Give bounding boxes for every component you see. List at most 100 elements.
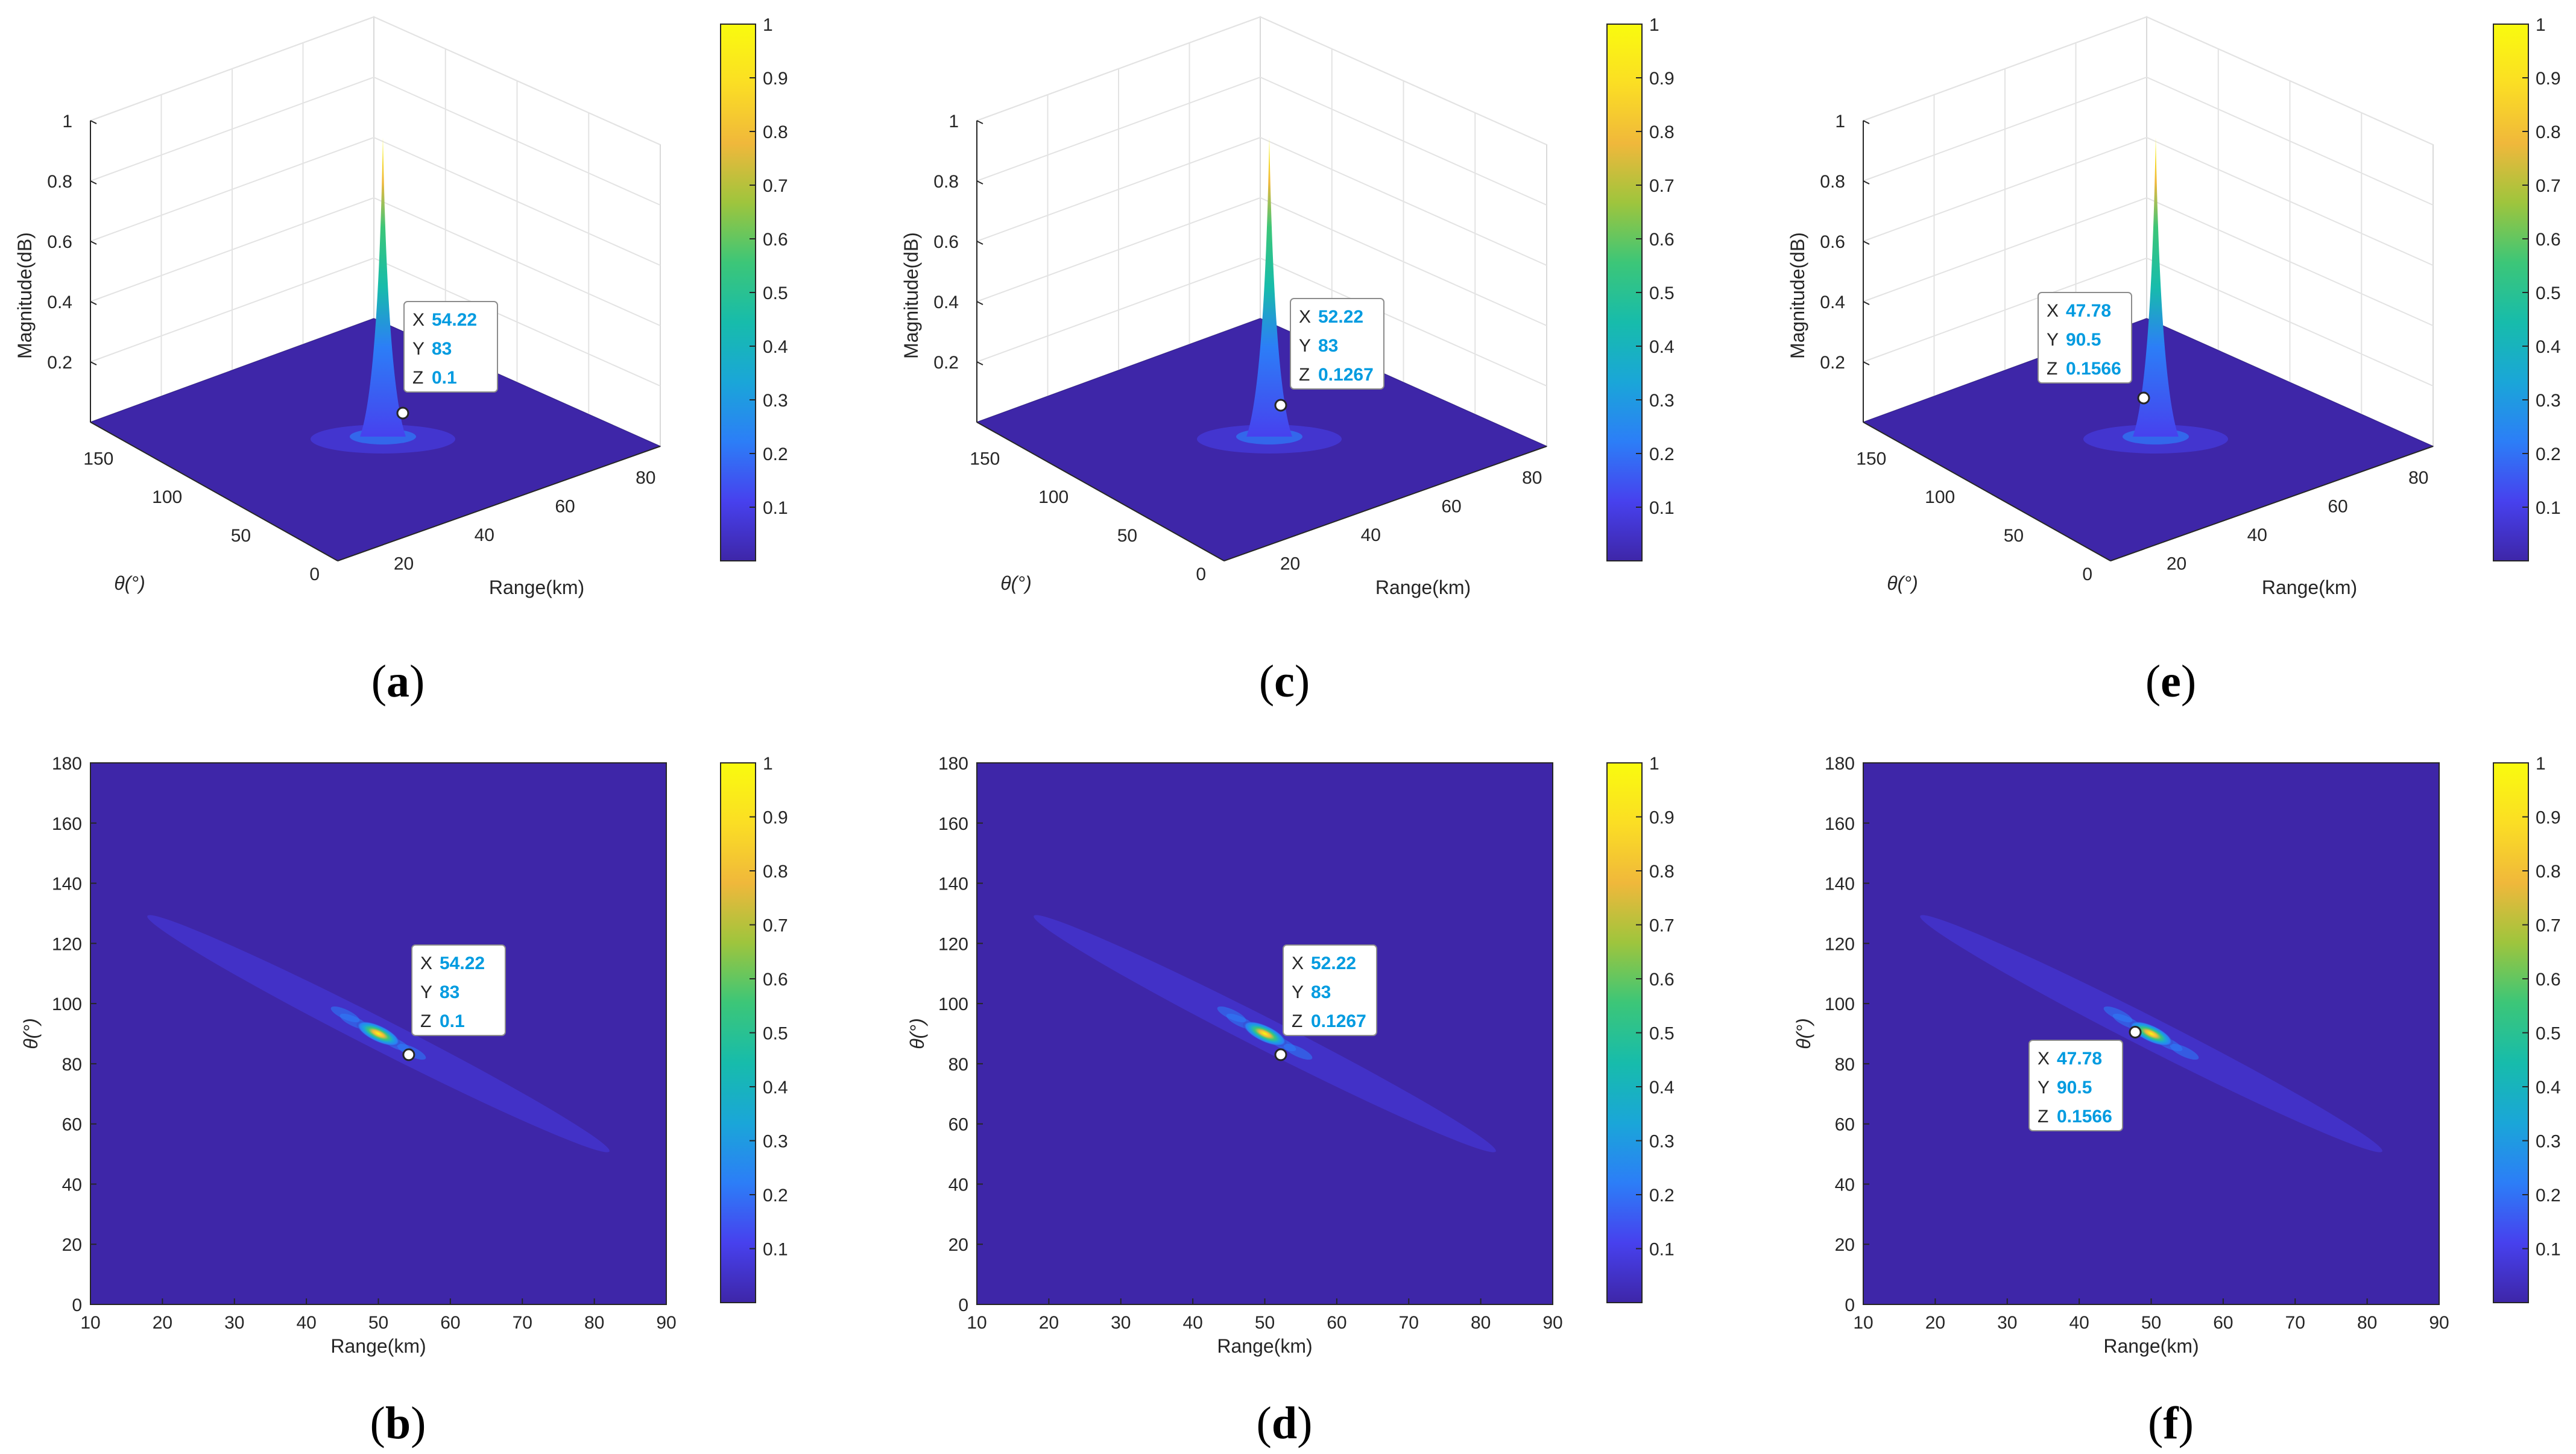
panel-e-z-tick-label: 1 — [1835, 112, 1845, 131]
panel-e-surface-peak — [2133, 137, 2179, 437]
panel-c-z-tick-label: 0.2 — [933, 353, 959, 373]
panel-b-x-tick-label: 70 — [513, 1313, 532, 1333]
panel-e-datatip-box — [2038, 292, 2132, 384]
panel-c-colorbar-tick-label: 0.1 — [1649, 498, 1675, 518]
panel-a-datatip-value: 83 — [432, 339, 452, 359]
panel-c-theta-tick-label: 100 — [1038, 487, 1069, 507]
panel-e-datatip-value: 0.1566 — [2066, 359, 2121, 379]
panel-c-datatip-value: 0.1267 — [1318, 365, 1374, 385]
panel-f-x-tick-label: 60 — [2213, 1313, 2233, 1333]
panel-a-caption-letter: a — [387, 656, 409, 707]
panel-b-colorbar-tick-label: 0.6 — [763, 970, 788, 990]
panel-f-side-lobe — [2170, 1043, 2199, 1060]
panel-a-theta-axis — [90, 422, 338, 561]
panel-f-y-tick-label: 100 — [1825, 994, 1855, 1014]
panel-d-datatip-value: 52.22 — [1311, 953, 1356, 973]
panel-d-x-tick-label: 50 — [1255, 1313, 1275, 1333]
panel-d-x-tick-label: 90 — [1542, 1313, 1562, 1333]
panel-c-colorbar-tick-label: 0.9 — [1649, 69, 1675, 89]
panel-e-z-gridline — [1863, 136, 2434, 266]
panel-d-y-tick-label: 60 — [949, 1115, 968, 1135]
panel-b-x-tick-label: 60 — [440, 1313, 460, 1333]
panel-b-colorbar-tick-label: 1 — [763, 754, 773, 774]
panel-c-colorbar-tick-label: 0.6 — [1649, 230, 1675, 250]
panel-e-colorbar-tick-label: 0.3 — [2536, 391, 2561, 411]
panel-d-y-tick-label: 160 — [938, 814, 968, 834]
panel-a-z-tick — [90, 301, 97, 305]
panel-e-colorbar-tick-label: 0.4 — [2536, 337, 2561, 357]
panel-c-range-tick-label: 40 — [1361, 525, 1381, 545]
panel-a-datatip-marker — [396, 406, 409, 420]
panel-f-y-tick-label: 180 — [1825, 754, 1855, 774]
panel-f-y-tick-label: 160 — [1825, 814, 1855, 834]
panel-e-colorbar-tick-label: 0.1 — [2536, 498, 2561, 518]
panel-c-z-tick — [976, 180, 983, 185]
panel-b-y-tick-label: 140 — [52, 874, 82, 894]
panel-c-surface3d: 0.2 0.4 0.6 0.8 1 Magnitude(dB) 0 50 100 150 θ(°) 2… — [900, 15, 1675, 707]
panel-b-datatip-key: Y — [420, 982, 432, 1002]
panel-d-x-tick-label: 80 — [1471, 1313, 1491, 1333]
panel-e-theta-tick-label: 150 — [1856, 449, 1886, 469]
panel-a-z-tick-label: 1 — [62, 112, 72, 131]
panel-c-theta-tick-label: 50 — [1117, 526, 1137, 546]
panel-a-z-gridline — [90, 136, 661, 266]
panel-c-caption-open: ( — [1259, 656, 1274, 707]
panel-e-colorbar-tick-label: 0.8 — [2536, 122, 2561, 142]
panel-f-colorbar-tick-label: 1 — [2536, 754, 2546, 774]
panel-e-colorbar-tick-label: 0.9 — [2536, 69, 2561, 89]
panel-c-z-gridline — [976, 136, 1547, 266]
panel-d-datatip-key: X — [1292, 953, 1304, 973]
panel-a-z-tick-label: 0.4 — [47, 292, 72, 312]
panel-c-datatip-key: Z — [1299, 365, 1310, 385]
panel-a-range-tick-label: 20 — [394, 554, 414, 574]
panel-f-x-tick-label: 10 — [1853, 1313, 1873, 1333]
panel-d-caption-close: ) — [1297, 1398, 1312, 1449]
panel-a-colorbar-tick-label: 0.8 — [763, 122, 788, 142]
panel-e-colorbar-tick-label: 0.2 — [2536, 444, 2561, 464]
panel-f-y-tick-label: 140 — [1825, 874, 1855, 894]
panel-d-x-axis-label: Range(km) — [1217, 1335, 1312, 1357]
panel-e-z-tick — [1863, 180, 1870, 185]
panel-d-heatmap: 10 20 30 40 50 60 70 80 90 0 20 40 60 80 100 120 140 160 1… — [906, 754, 1675, 1449]
panel-e-z-axis-label: Magnitude(dB) — [1787, 232, 1808, 359]
panel-f-datatip-box — [2028, 1040, 2123, 1131]
panel-d-x-tick-label: 20 — [1039, 1313, 1059, 1333]
panel-f-colorbar-tick-label: 0.5 — [2536, 1024, 2561, 1044]
panel-f-caption: (f) — [2148, 1398, 2194, 1449]
panel-b-y-tick-label: 60 — [62, 1115, 82, 1135]
panel-c-surface-peak — [1246, 137, 1292, 437]
panel-b-x-tick-label: 30 — [224, 1313, 244, 1333]
panel-f-x-tick-label: 90 — [2429, 1313, 2449, 1333]
panel-d-datatip-value: 83 — [1311, 982, 1331, 1002]
panel-b-x-tick-label: 50 — [368, 1313, 388, 1333]
panel-d-x-tick-label: 30 — [1111, 1313, 1131, 1333]
panel-b-datatip-value: 54.22 — [440, 953, 485, 973]
panel-c-z-gridline — [976, 76, 1547, 206]
panel-b-datatip-key: Z — [420, 1011, 431, 1031]
panel-e-z-tick-label: 0.6 — [1820, 232, 1845, 252]
panel-d-colorbar-tick-label: 0.4 — [1649, 1078, 1675, 1098]
panel-f-y-tick-label: 80 — [1835, 1055, 1855, 1075]
panel-a-surface-peak — [360, 137, 406, 437]
panel-c-z-tick — [976, 301, 983, 305]
panel-b-x-axis-label: Range(km) — [330, 1335, 426, 1357]
panel-e-z-tick-label: 0.4 — [1820, 292, 1845, 312]
panel-b-y-tick-label: 80 — [62, 1055, 82, 1075]
panel-d-y-tick-label: 20 — [949, 1235, 968, 1255]
panel-e-z-gridline — [1863, 257, 2434, 387]
panel-b-y-tick-label: 100 — [52, 994, 82, 1014]
panel-c-caption-close: ) — [1295, 656, 1310, 707]
panel-c-theta-axis-label: θ(°) — [1000, 572, 1031, 594]
panel-f-x-tick-label: 50 — [2141, 1313, 2161, 1333]
panel-a-z-tick-label: 0.6 — [47, 232, 72, 252]
panel-c-z-axis-label: Magnitude(dB) — [900, 232, 922, 359]
panel-f-caption-close: ) — [2179, 1398, 2194, 1449]
panel-c-datatip-value: 52.22 — [1318, 307, 1363, 327]
panel-e-z-tick — [1863, 361, 1870, 365]
panel-c-z-tick-label: 0.4 — [933, 292, 959, 312]
panel-e-colorbar-tick-label: 1 — [2536, 15, 2546, 35]
panel-e-theta-axis — [1863, 422, 2111, 561]
panel-e-z-tick-label: 0.8 — [1820, 172, 1845, 192]
panel-d-datatip-marker — [1274, 1048, 1287, 1061]
panel-b-heatmap: 10 20 30 40 50 60 70 80 90 0 20 40 60 80 100 120 140 160 1… — [20, 754, 788, 1449]
